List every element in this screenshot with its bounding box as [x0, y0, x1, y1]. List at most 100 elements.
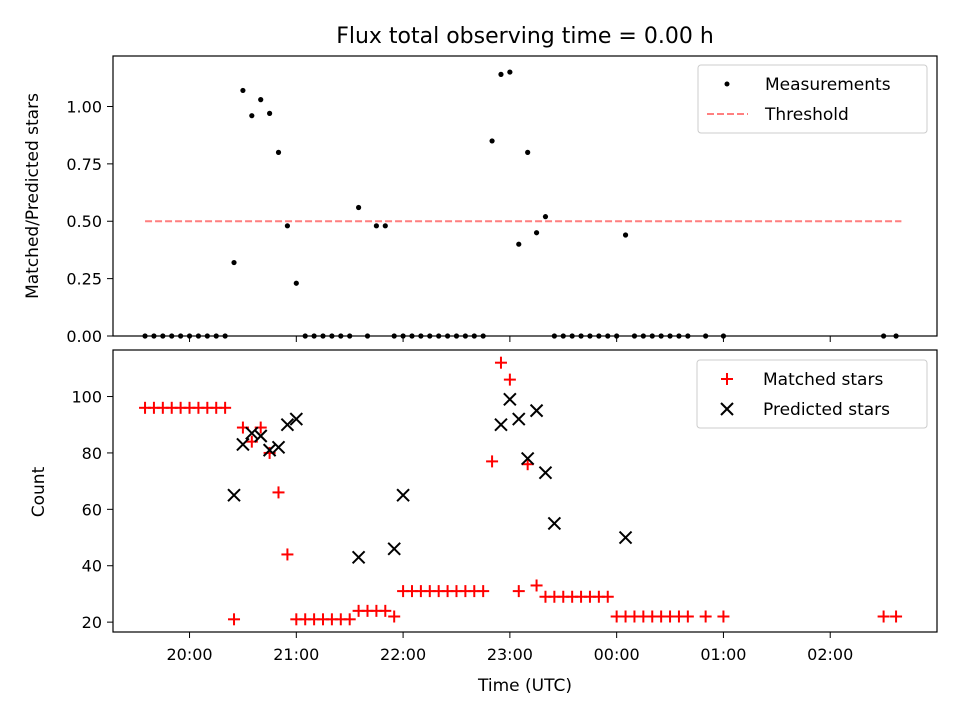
matched-star-point — [530, 579, 543, 592]
measurement-point — [453, 333, 460, 339]
measurement-point — [622, 232, 629, 238]
measurement-point — [213, 333, 219, 339]
predicted-star-point — [512, 412, 526, 426]
top-y-tick-label: 0.00 — [66, 327, 102, 346]
measurement-point — [267, 110, 273, 116]
matched-star-point — [681, 610, 694, 623]
measurement-point — [320, 333, 326, 339]
measurement-point — [649, 333, 655, 339]
measurement-point — [186, 333, 193, 339]
predicted-star-point — [271, 440, 286, 454]
matched-star-point — [699, 610, 712, 623]
matched-star-point — [219, 401, 232, 414]
measurement-point — [658, 333, 664, 339]
measurement-point — [480, 333, 486, 339]
top-y-axis-label: Matched/Predicted stars — [23, 93, 43, 299]
bottom-plot-frame — [112, 349, 938, 633]
measurement-point — [893, 333, 899, 339]
predicted-star-point — [245, 426, 259, 440]
measurement-point — [240, 87, 246, 94]
measurement-point — [178, 333, 184, 339]
matched-star-point — [512, 585, 525, 598]
matched-star-point — [503, 373, 516, 386]
measurement-point — [578, 333, 584, 339]
measurement-point — [311, 333, 317, 339]
top-legend: Measurements Threshold — [697, 64, 928, 134]
measurement-point — [347, 333, 353, 339]
bottom-panel: Count Time (UTC) 20 40 60 80 100 20:00 21:00 2… — [29, 349, 938, 696]
matched-star-point — [477, 585, 490, 598]
predicted-star-point — [227, 488, 241, 502]
predicted-star-point — [618, 530, 633, 545]
measurement-point — [489, 138, 495, 144]
bottom-y-tick-label: 20 — [82, 613, 102, 632]
measurement-point — [400, 333, 406, 339]
measurement-point — [275, 149, 282, 155]
legend-matched-marker — [721, 373, 733, 385]
measurement-point — [195, 333, 202, 339]
matched-star-point — [486, 455, 499, 468]
measurement-point — [720, 333, 727, 339]
measurement-point — [631, 333, 638, 339]
measurement-point — [338, 333, 344, 339]
x-tick-label: 22:00 — [380, 645, 426, 664]
measurement-point — [676, 333, 682, 339]
x-tick-label: 02:00 — [807, 645, 853, 664]
bottom-y-tick-label: 100 — [71, 388, 102, 407]
measurement-point — [614, 333, 620, 339]
measurement-point — [382, 223, 388, 229]
measurement-point — [703, 333, 709, 339]
matched-star-point — [717, 610, 730, 623]
x-tick-label: 20:00 — [166, 645, 212, 664]
top-plot-frame — [112, 55, 938, 337]
predicted-star-point — [529, 403, 544, 418]
matched-star-point — [494, 356, 507, 369]
measurement-point — [560, 333, 566, 339]
top-y-tick-label: 0.25 — [66, 270, 102, 289]
measurement-point — [231, 259, 237, 266]
matched-star-point — [281, 548, 294, 561]
measurement-point — [471, 333, 477, 339]
matched-star-point — [388, 610, 401, 623]
predicted-star-point — [289, 412, 304, 426]
predicted-star-point — [396, 488, 410, 502]
matched-star-point — [343, 613, 356, 626]
measurement-point — [418, 333, 424, 339]
predicted-star-point — [387, 542, 401, 556]
measurement-point — [142, 333, 148, 339]
measurement-point — [542, 214, 549, 220]
predicted-star-point — [538, 465, 553, 480]
measurement-point — [667, 333, 673, 339]
bottom-y-axis-label: Count — [29, 466, 49, 517]
measurement-point — [373, 223, 379, 229]
measurement-point — [444, 333, 451, 339]
measurement-point — [587, 333, 593, 339]
bottom-y-tick-label: 60 — [82, 500, 102, 519]
measurement-point — [284, 223, 291, 229]
matched-star-point — [601, 590, 614, 603]
measurement-point — [160, 333, 166, 339]
measurement-point — [507, 69, 513, 75]
matched-star-point — [379, 604, 392, 617]
matched-star-point — [890, 610, 903, 623]
measurement-point — [525, 149, 531, 155]
predicted-star-point — [351, 550, 366, 564]
x-tick-label: 23:00 — [487, 645, 533, 664]
matched-star-point — [272, 486, 285, 499]
predicted-star-point — [503, 392, 517, 407]
matched-star-point — [877, 610, 890, 623]
top-y-tick-label: 1.00 — [66, 97, 102, 116]
measurement-point — [596, 333, 602, 339]
predicted-star-point — [262, 443, 277, 457]
measurement-point — [364, 333, 371, 339]
measurement-point — [302, 333, 308, 339]
x-tick-label: 01:00 — [700, 645, 746, 664]
measurement-point — [222, 333, 228, 339]
measurement-point — [685, 333, 691, 339]
legend-predicted-label: Predicted stars — [763, 400, 890, 420]
measurement-point — [427, 333, 433, 339]
predicted-star-point — [520, 451, 535, 466]
measurement-point — [569, 333, 575, 339]
top-panel: Matched/Predicted stars 0.00 0.25 0.50 0.75… — [23, 55, 938, 346]
